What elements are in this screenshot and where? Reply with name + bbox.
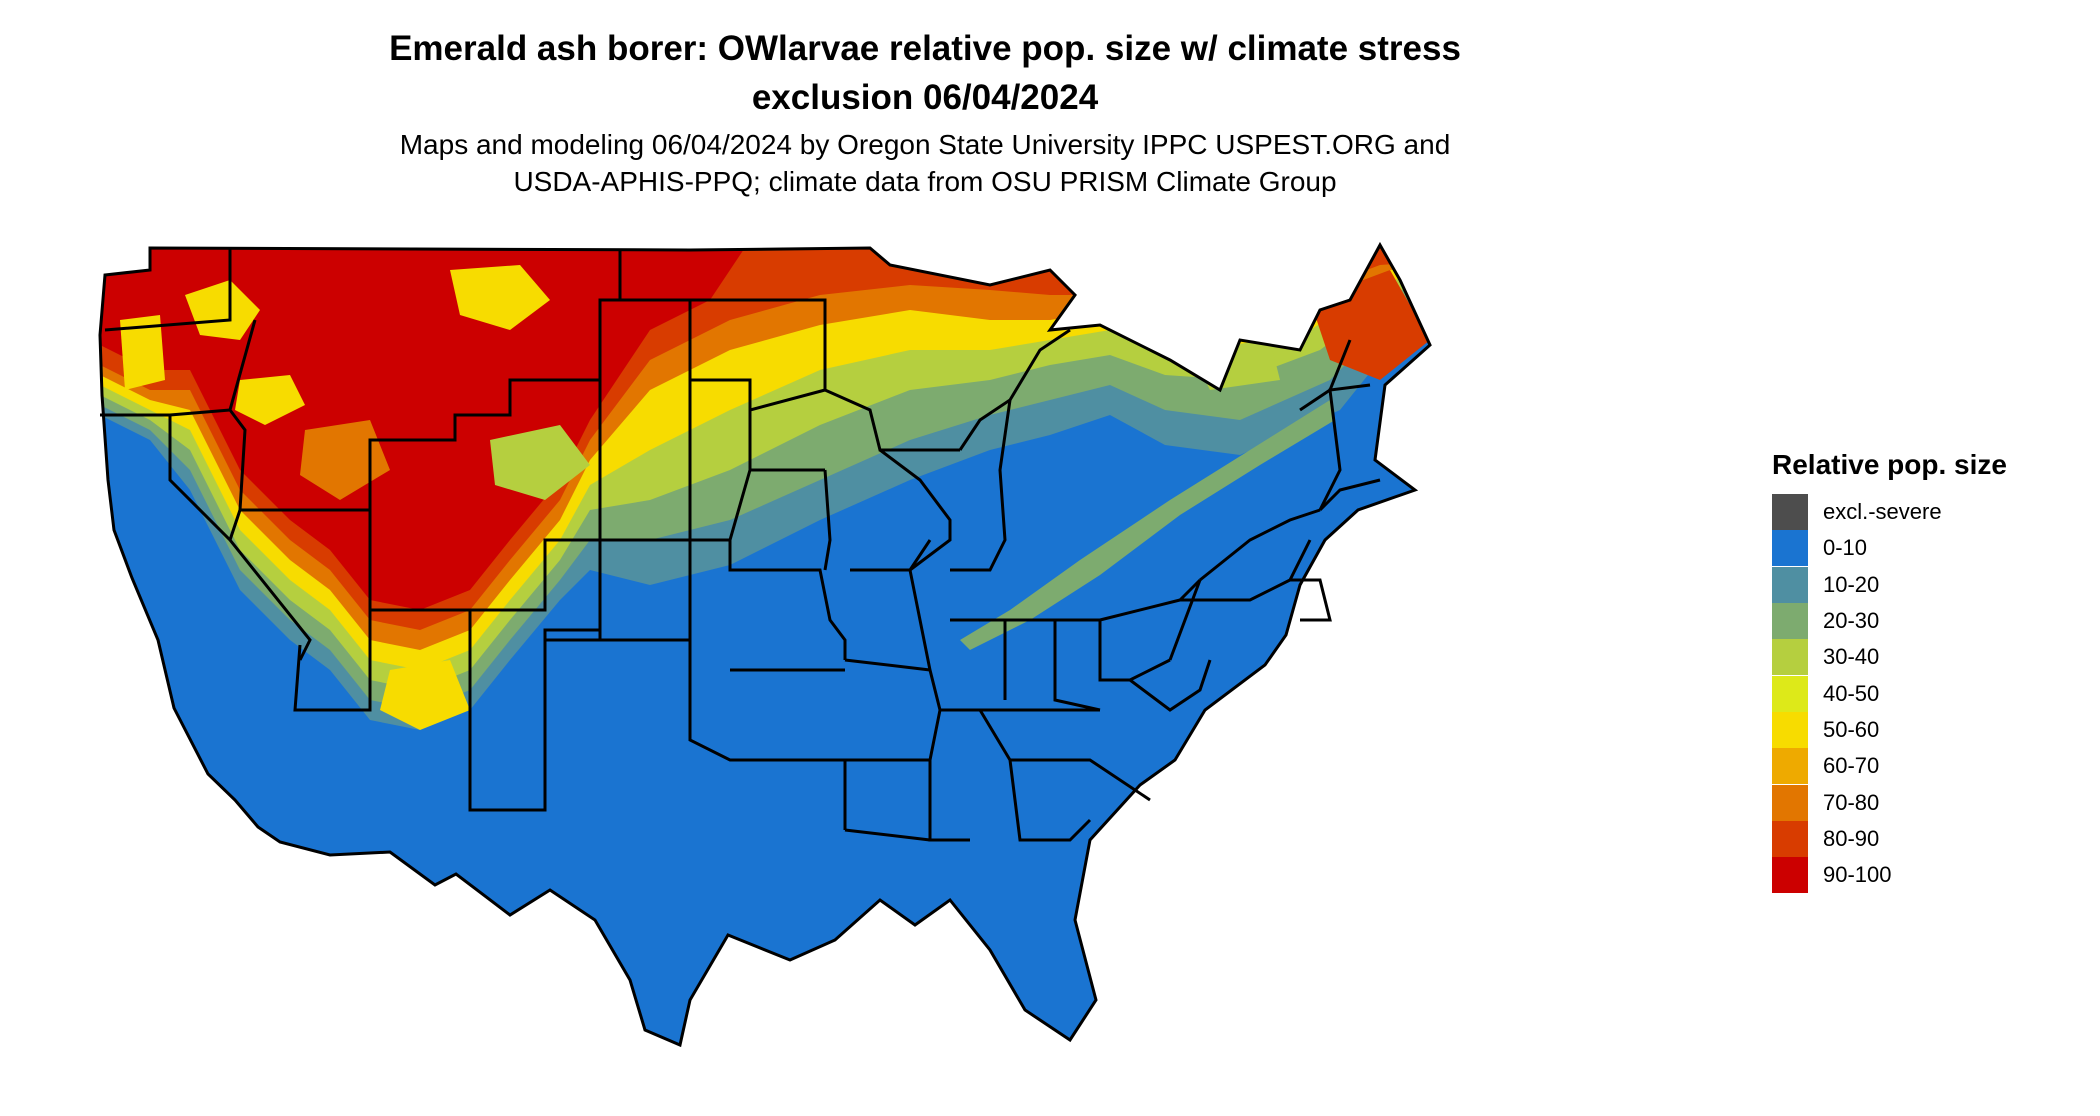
- legend-swatch: [1772, 530, 1808, 567]
- legend-item: 80-90: [1772, 820, 2092, 857]
- legend-swatch: [1772, 857, 1808, 894]
- legend-label: 30-40: [1823, 644, 1880, 670]
- legend-items: excl.-severe 0-10 10-20 20-30 30-40 40-50 50-6…: [1772, 494, 2092, 894]
- relative-pop-size-surface: [100, 245, 1430, 1045]
- legend-item: 40-50: [1772, 675, 2092, 712]
- legend-label: 40-50: [1823, 680, 1880, 706]
- legend-swatch: [1772, 784, 1808, 821]
- legend-swatch: [1772, 494, 1808, 531]
- map-title: Emerald ash borer: OWlarvae relative pop…: [250, 24, 1600, 122]
- legend-swatch: [1772, 675, 1808, 712]
- map-title-line-2: exclusion 06/04/2024: [751, 78, 1099, 117]
- state-boundaries: [98, 243, 1432, 1047]
- map-title-line-1: Emerald ash borer: OWlarvae relative pop…: [389, 29, 1461, 68]
- legend-title: Relative pop. size: [1772, 449, 2007, 480]
- legend: Relative pop. size excl.-severe 0-10 10-20…: [1772, 448, 2092, 894]
- legend-label: 70-80: [1823, 789, 1880, 815]
- us-map: [90, 240, 1750, 1110]
- legend-item: excl.-severe: [1772, 494, 2092, 531]
- legend-item: 30-40: [1772, 639, 2092, 676]
- map-subtitle: Maps and modeling 06/04/2024 by Oregon S…: [250, 126, 1600, 200]
- legend-label: excl.-severe: [1823, 499, 1942, 525]
- legend-label: 20-30: [1823, 608, 1880, 634]
- legend-label: 80-90: [1823, 825, 1880, 851]
- legend-label: 90-100: [1823, 862, 1892, 888]
- us-map-svg: [98, 243, 1432, 1047]
- legend-label: 10-20: [1823, 571, 1880, 597]
- legend-item: 50-60: [1772, 711, 2092, 748]
- legend-item: 90-100: [1772, 857, 2092, 894]
- legend-swatch: [1772, 603, 1808, 640]
- legend-item: 70-80: [1772, 784, 2092, 821]
- legend-item: 20-30: [1772, 603, 2092, 640]
- legend-label: 60-70: [1823, 753, 1880, 779]
- legend-swatch: [1772, 748, 1808, 785]
- legend-swatch: [1772, 639, 1808, 676]
- legend-label: 0-10: [1823, 535, 1868, 561]
- legend-item: 10-20: [1772, 566, 2092, 603]
- legend-item: 60-70: [1772, 748, 2092, 785]
- legend-label: 50-60: [1823, 716, 1880, 742]
- legend-swatch: [1772, 820, 1808, 857]
- legend-swatch: [1772, 566, 1808, 603]
- map-subtitle-line-1: Maps and modeling 06/04/2024 by Oregon S…: [399, 129, 1451, 160]
- legend-swatch: [1772, 711, 1808, 748]
- legend-item: 0-10: [1772, 530, 2092, 567]
- map-subtitle-line-2: USDA-APHIS-PPQ; climate data from OSU PR…: [513, 166, 1337, 197]
